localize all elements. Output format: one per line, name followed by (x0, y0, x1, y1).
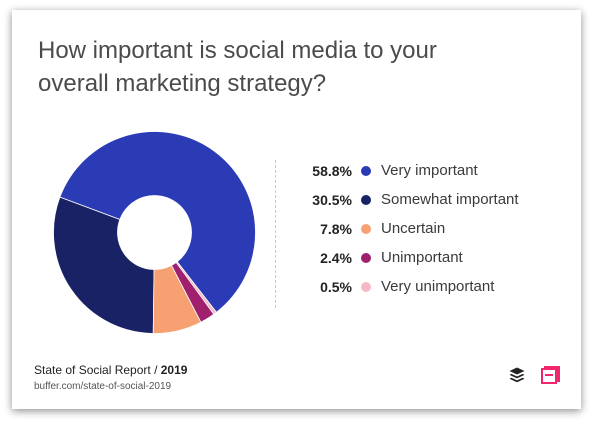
legend-swatch (361, 223, 371, 234)
buffer-logo-icon (509, 367, 525, 383)
donut-chart (53, 131, 256, 334)
chart-title: How important is social media to your ov… (38, 34, 538, 100)
chart-title-line-2: overall marketing strategy? (38, 70, 327, 97)
legend-swatch (361, 165, 371, 176)
legend-label: Very important (381, 162, 478, 179)
legend-percentage: 2.4% (320, 249, 352, 266)
brand-logo-icon (541, 366, 560, 384)
legend-item-very-unimportant: 0.5% Very unimportant (282, 272, 542, 301)
legend-item-somewhat-important: 30.5% Somewhat important (282, 185, 542, 214)
chart-title-line-1: How important is social media to your (38, 37, 437, 64)
chart-legend: 58.8% Very important 30.5% Somewhat importa… (282, 156, 542, 301)
legend-swatch (361, 281, 371, 292)
legend-label: Somewhat important (381, 191, 519, 208)
legend-item-uncertain: 7.8% Uncertain (282, 214, 542, 243)
donut-slice-somewhat-important (53, 196, 155, 334)
chart-card: How important is social media to your ov… (12, 10, 581, 409)
source-footer: State of Social Report / 2019 buffer.com… (34, 362, 187, 394)
legend-item-unimportant: 2.4% Unimportant (282, 243, 542, 272)
source-title: State of Social Report / 2019 (34, 362, 187, 378)
donut-slice-very-unimportant (175, 261, 217, 315)
source-year: 2019 (160, 363, 188, 377)
legend-label: Very unimportant (381, 278, 495, 295)
legend-percentage: 7.8% (320, 220, 352, 237)
legend-label: Uncertain (381, 220, 446, 237)
source-name: State of Social Report / (34, 363, 161, 377)
legend-swatch (361, 252, 371, 263)
legend-divider (275, 160, 276, 308)
source-url: buffer.com/state-of-social-2019 (34, 381, 172, 392)
legend-swatch (361, 194, 371, 205)
legend-label: Unimportant (381, 249, 463, 266)
legend-percentage: 30.5% (312, 191, 352, 208)
legend-item-very-important: 58.8% Very important (282, 156, 542, 185)
legend-percentage: 0.5% (320, 278, 352, 295)
legend-percentage: 58.8% (312, 162, 352, 179)
donut-slice-very-important (59, 131, 256, 313)
